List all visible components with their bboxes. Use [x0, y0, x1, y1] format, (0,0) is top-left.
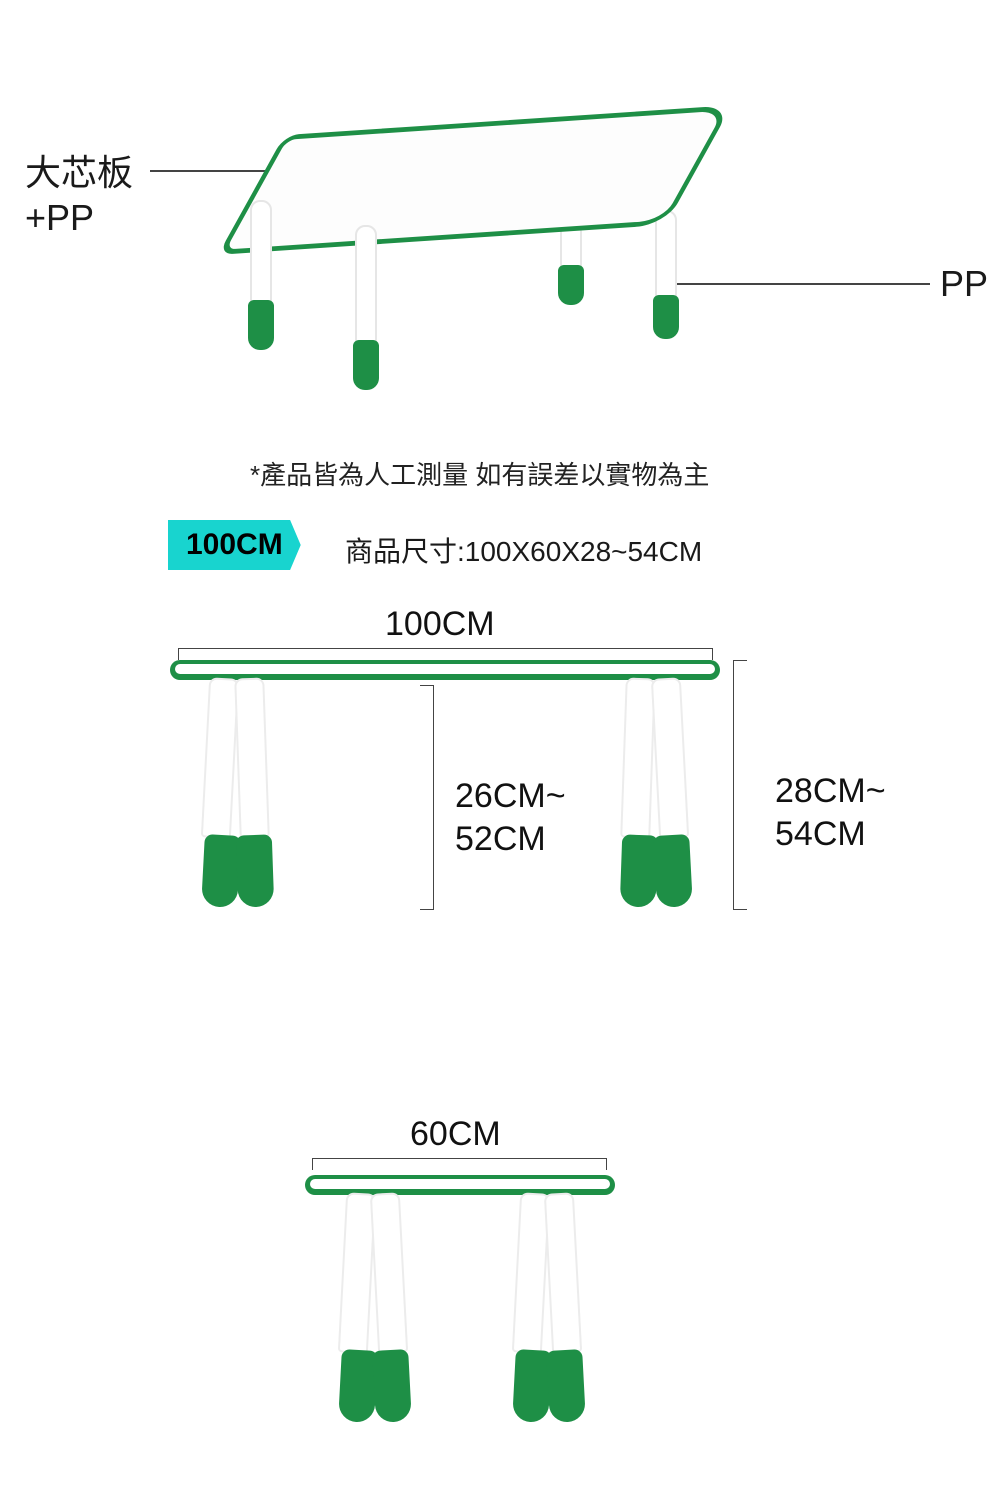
table-front-illustration: [175, 660, 715, 910]
table-side-illustration: [310, 1175, 610, 1435]
depth-dimension-label: 60CM: [410, 1115, 501, 1154]
table-isometric-illustration: [260, 120, 690, 380]
inner-height-label: 26CM~ 52CM: [455, 775, 566, 860]
outer-height-bracket: [733, 660, 747, 910]
width-bracket: [178, 648, 713, 660]
material-tabletop-label: 大芯板 +PP: [25, 150, 133, 240]
width-dimension-label: 100CM: [385, 605, 495, 644]
outer-height-label: 28CM~ 54CM: [775, 770, 886, 855]
callout-line-legs: [660, 283, 930, 285]
inner-height-bracket: [420, 685, 434, 910]
spec-text: 商品尺寸:100X60X28~54CM: [345, 530, 702, 570]
depth-bracket: [312, 1158, 607, 1170]
size-badge: 100CM: [168, 520, 301, 570]
material-legs-label: PP: [940, 263, 988, 305]
measurement-note: *產品皆為人工測量 如有誤差以實物為主: [250, 455, 709, 492]
